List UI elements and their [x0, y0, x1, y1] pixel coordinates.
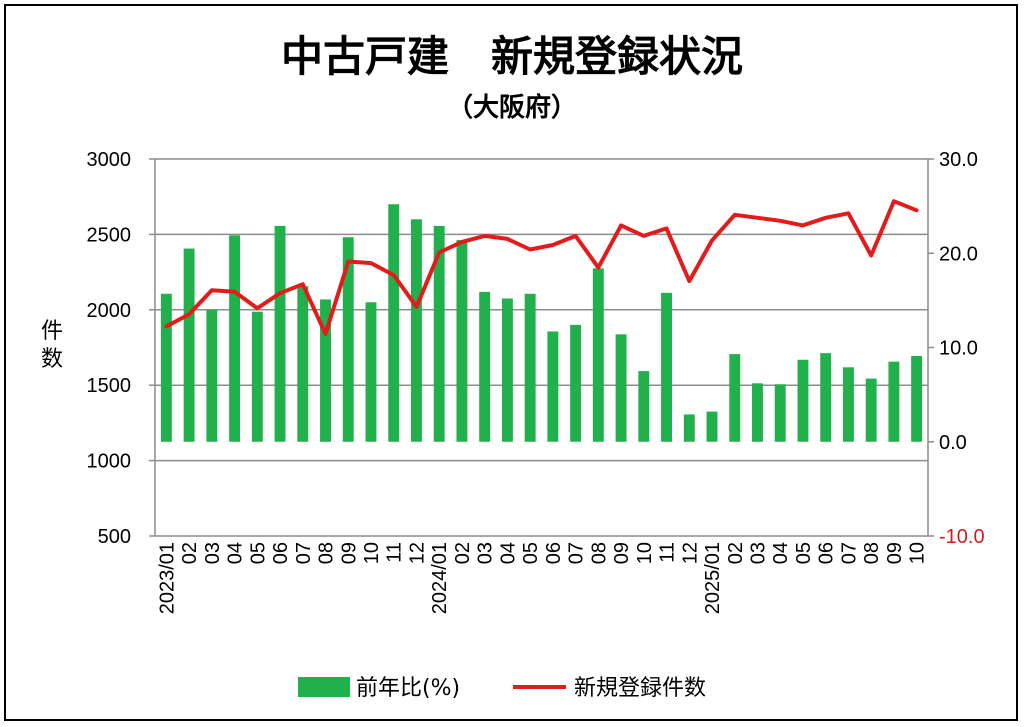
- left-axis-label-char: 数: [41, 347, 63, 372]
- x-tick-label: 02: [452, 542, 474, 564]
- gridlines: [155, 158, 928, 462]
- bar: [570, 324, 582, 442]
- x-tick-label: 08: [588, 542, 610, 564]
- bar: [615, 334, 627, 442]
- x-tick-label: 2024/01: [429, 542, 451, 614]
- x-tick-label: 10: [634, 542, 656, 564]
- bar: [479, 291, 491, 442]
- bar: [729, 354, 741, 442]
- axes: [149, 158, 934, 537]
- left-axis-label-char: 件: [41, 319, 63, 344]
- x-tick-label: 09: [884, 542, 906, 564]
- bar: [229, 235, 241, 442]
- x-tick-label: 07: [293, 542, 315, 564]
- left-tick-label: 500: [98, 526, 131, 548]
- bar: [752, 383, 763, 442]
- chart-title: 中古戸建 新規登録状況: [281, 32, 743, 81]
- x-tick-label: 07: [838, 542, 860, 564]
- legend-label-bar: 前年比(%): [356, 676, 460, 701]
- x-tick-label: 02: [725, 542, 747, 564]
- bar: [820, 353, 832, 442]
- bar: [433, 225, 445, 442]
- left-tick-label: 1500: [87, 375, 132, 397]
- bar: [888, 361, 900, 442]
- x-tick-label: 05: [520, 542, 542, 564]
- bar: [683, 414, 695, 442]
- x-tick-label: 02: [179, 542, 201, 564]
- line-series-new-listings: [164, 199, 919, 336]
- bar: [501, 298, 513, 442]
- right-tick-label: 0.0: [939, 432, 967, 454]
- bar: [320, 299, 331, 442]
- x-tick-label: 11: [657, 542, 679, 563]
- x-tick-label: 2025/01: [702, 542, 724, 614]
- bar: [638, 371, 650, 442]
- right-tick-label: 20.0: [939, 243, 978, 265]
- bar-series: [160, 204, 923, 442]
- legend: 前年比(%) 新規登録件数: [298, 676, 706, 701]
- x-tick-label: 08: [861, 542, 883, 564]
- x-tick-label: 03: [748, 542, 770, 564]
- bar: [842, 367, 854, 442]
- x-axis-ticks: 2023/01 02 03 04 05 06 07 08 09 10 11 12 2024/01 02 03…: [156, 542, 928, 614]
- x-tick-label: 12: [679, 542, 701, 564]
- left-tick-label: 1000: [87, 451, 132, 473]
- x-tick-label: 03: [202, 542, 224, 564]
- bar: [388, 204, 400, 442]
- x-tick-label: 05: [793, 542, 815, 564]
- bar: [206, 309, 218, 442]
- right-axis-ticks: 30.0 20.0 10.0 0.0 -10.0: [939, 149, 985, 548]
- left-axis-label: 件数: [41, 319, 63, 372]
- legend-swatch-bar: [298, 677, 350, 697]
- bar: [911, 355, 923, 442]
- x-tick-label: 04: [770, 542, 792, 564]
- bar: [865, 378, 877, 442]
- x-tick-label: 2023/01: [156, 542, 178, 614]
- left-tick-label: 3000: [87, 149, 132, 171]
- left-tick-label: 2000: [87, 300, 132, 322]
- left-tick-label: 2500: [87, 224, 132, 246]
- bar: [661, 292, 673, 442]
- bar: [456, 240, 468, 442]
- bar: [160, 293, 172, 442]
- x-tick-label: 03: [475, 542, 497, 564]
- x-tick-label: 08: [316, 542, 338, 564]
- x-tick-label: 12: [407, 542, 429, 564]
- x-tick-label: 06: [270, 542, 292, 564]
- left-axis-ticks: 3000 2500 2000 1500 1000 500: [87, 149, 132, 548]
- right-tick-label: 10.0: [939, 338, 978, 360]
- bar: [774, 384, 786, 442]
- x-tick-label: 10: [361, 542, 383, 564]
- bar: [592, 268, 604, 442]
- x-tick-label: 10: [907, 542, 929, 564]
- bar: [297, 286, 309, 442]
- x-tick-label: 09: [611, 542, 633, 564]
- x-tick-label: 04: [225, 542, 247, 564]
- right-tick-label: 30.0: [939, 149, 978, 171]
- right-tick-label: -10.0: [939, 526, 985, 548]
- bar: [706, 411, 718, 442]
- x-tick-label: 07: [566, 542, 588, 564]
- x-tick-label: 09: [338, 542, 360, 564]
- x-tick-label: 05: [247, 542, 269, 564]
- bar: [797, 359, 809, 442]
- bar: [183, 248, 195, 442]
- bar: [524, 293, 536, 442]
- bar: [365, 302, 377, 442]
- chart-subtitle: （大阪府）: [447, 92, 577, 123]
- bar: [547, 331, 559, 442]
- bar: [410, 219, 422, 442]
- bar: [274, 225, 286, 442]
- bar: [342, 237, 354, 442]
- legend-label-line: 新規登録件数: [574, 676, 706, 701]
- bar: [251, 311, 263, 442]
- x-tick-label: 06: [543, 542, 565, 564]
- x-tick-label: 04: [497, 542, 519, 564]
- x-tick-label: 06: [816, 542, 838, 564]
- x-tick-label: 11: [384, 542, 406, 563]
